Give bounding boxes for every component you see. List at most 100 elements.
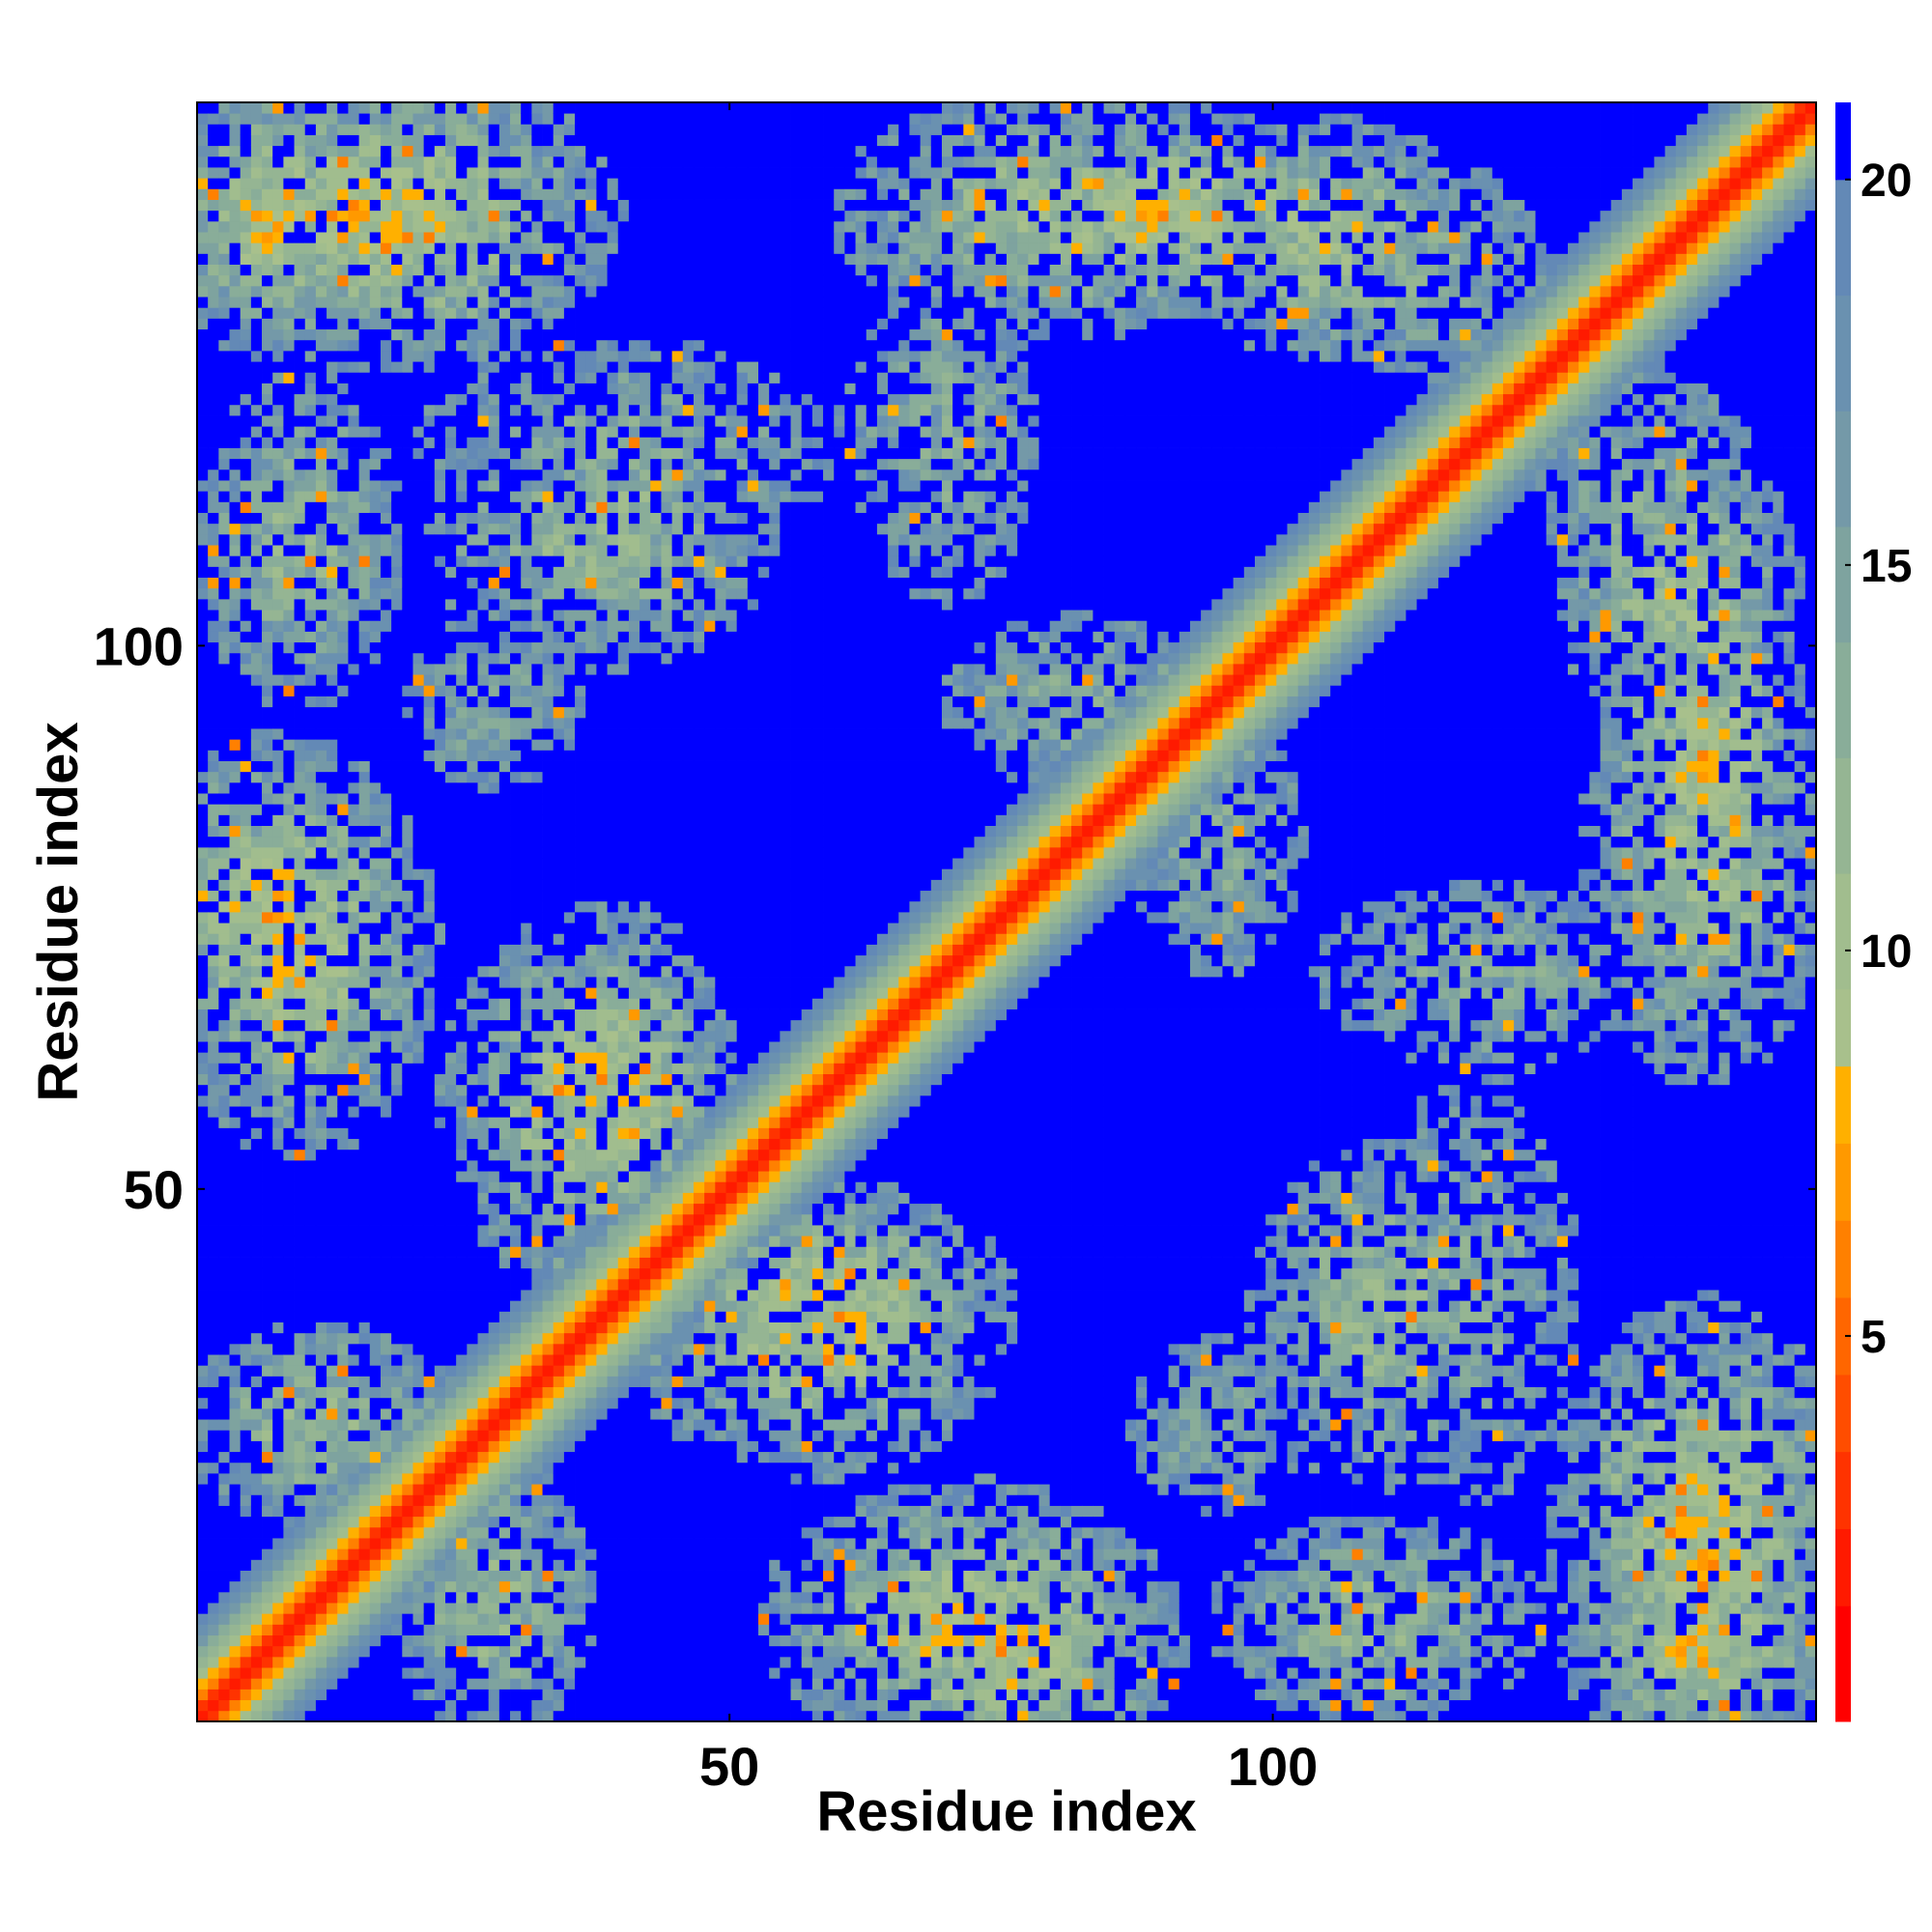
heatmap-cell xyxy=(358,739,371,751)
heatmap-cell xyxy=(304,404,317,416)
heatmap-cell xyxy=(369,328,382,341)
heatmap-cell xyxy=(434,1094,446,1107)
heatmap-cell xyxy=(369,771,382,783)
heatmap-cell xyxy=(531,1484,543,1495)
heatmap-cell xyxy=(348,156,359,168)
heatmap-cell xyxy=(337,868,349,880)
heatmap-cell xyxy=(272,124,284,135)
heatmap-cell xyxy=(197,836,209,848)
heatmap-cell xyxy=(250,706,263,719)
heatmap-cell xyxy=(488,933,500,945)
heatmap-cell xyxy=(208,1106,219,1118)
heatmap-cell xyxy=(498,900,511,913)
heatmap-cell xyxy=(229,328,242,341)
heatmap-cell xyxy=(327,858,338,869)
heatmap-cell xyxy=(531,220,543,233)
heatmap-cell xyxy=(358,1559,371,1571)
heatmap-cell xyxy=(250,1030,263,1042)
heatmap-cell xyxy=(229,631,242,643)
heatmap-cell xyxy=(412,1332,425,1345)
heatmap-cell xyxy=(294,641,306,654)
heatmap-cell xyxy=(218,415,230,427)
heatmap-cell xyxy=(272,804,284,815)
heatmap-cell xyxy=(488,1397,500,1409)
heatmap-cell xyxy=(531,361,543,373)
heatmap-cell xyxy=(444,307,457,319)
heatmap-cell xyxy=(294,1117,306,1128)
heatmap-cell xyxy=(380,1667,392,1679)
heatmap-cell xyxy=(402,1624,413,1636)
heatmap-cell xyxy=(240,1009,252,1021)
heatmap-cell xyxy=(315,178,327,189)
heatmap-cell xyxy=(294,1624,306,1636)
heatmap-cell xyxy=(510,610,522,621)
heatmap-cell xyxy=(197,1030,209,1042)
heatmap-cell xyxy=(444,760,457,773)
heatmap-cell xyxy=(467,1430,478,1441)
heatmap-cell xyxy=(250,804,263,815)
heatmap-cell xyxy=(197,998,209,1009)
heatmap-cell xyxy=(402,274,413,287)
heatmap-cell xyxy=(477,912,490,923)
heatmap-cell xyxy=(327,253,338,265)
heatmap-cell xyxy=(434,566,446,579)
heatmap-cell xyxy=(358,124,371,135)
heatmap-cell xyxy=(510,1376,522,1388)
heatmap-cell xyxy=(412,480,425,492)
heatmap-cell xyxy=(315,987,327,999)
heatmap-cell xyxy=(488,285,500,298)
heatmap-cell xyxy=(304,1494,317,1506)
heatmap-cell xyxy=(337,447,349,460)
heatmap-cell xyxy=(208,610,219,621)
heatmap-cell xyxy=(337,1106,349,1118)
heatmap-cell xyxy=(521,1570,532,1582)
heatmap-cell xyxy=(444,566,457,579)
heatmap-cell xyxy=(521,944,532,956)
heatmap-cell xyxy=(402,696,413,708)
heatmap-cell xyxy=(412,1484,425,1495)
heatmap-cell xyxy=(229,285,242,298)
heatmap-cell xyxy=(218,145,230,157)
heatmap-cell xyxy=(391,134,403,147)
heatmap-cell xyxy=(456,307,468,319)
heatmap-cell xyxy=(229,393,242,406)
heatmap-cell xyxy=(542,1516,554,1528)
heatmap-cell xyxy=(542,1117,554,1128)
heatmap-cell xyxy=(294,167,306,179)
heatmap-cell xyxy=(327,383,338,395)
heatmap-cell xyxy=(542,1710,554,1722)
heatmap-cell xyxy=(337,1332,349,1345)
heatmap-cell xyxy=(197,685,209,696)
heatmap-cell xyxy=(456,1710,468,1722)
heatmap-cell xyxy=(488,1311,500,1322)
heatmap-cell xyxy=(521,1300,532,1312)
heatmap-cell xyxy=(456,1667,468,1679)
heatmap-cell xyxy=(229,739,242,751)
heatmap-cell xyxy=(542,512,554,525)
heatmap-cell xyxy=(477,598,490,611)
heatmap-cell xyxy=(434,674,446,686)
heatmap-cell xyxy=(402,1516,413,1528)
heatmap-cell xyxy=(412,1192,425,1205)
heatmap-cell xyxy=(542,383,554,395)
heatmap-cell xyxy=(283,1181,295,1193)
heatmap-cell xyxy=(348,1094,359,1107)
heatmap-cell xyxy=(229,1538,242,1549)
heatmap-cell xyxy=(208,102,219,114)
heatmap-cell xyxy=(283,297,295,308)
heatmap-cell xyxy=(456,1159,468,1172)
heatmap-cell xyxy=(391,977,403,988)
heatmap-cell xyxy=(402,220,413,233)
heatmap-cell xyxy=(369,242,382,254)
heatmap-cell xyxy=(488,868,500,880)
heatmap-cell xyxy=(218,1667,230,1679)
heatmap-cell xyxy=(542,1603,554,1614)
heatmap-cell xyxy=(542,846,554,859)
heatmap-cell xyxy=(294,188,306,200)
heatmap-cell xyxy=(304,178,317,189)
heatmap-cell xyxy=(488,1332,500,1345)
heatmap-cell xyxy=(488,555,500,567)
heatmap-cell xyxy=(197,1138,209,1151)
heatmap-cell xyxy=(510,533,522,546)
heatmap-cell xyxy=(542,102,554,114)
